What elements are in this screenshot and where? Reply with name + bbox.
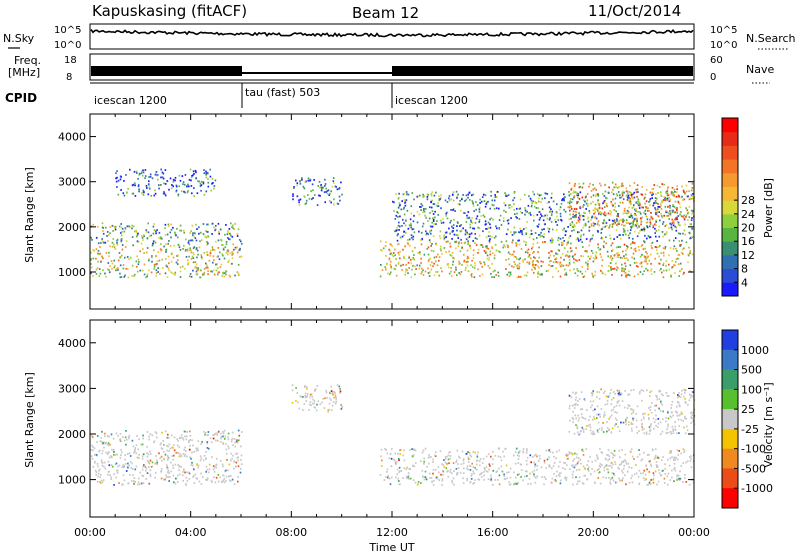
cpid-segment-1: icescan 1200 xyxy=(94,94,167,107)
freq-tick-top: 18 xyxy=(64,55,77,66)
colorbar-tick-label: 12 xyxy=(741,249,755,262)
colorbar-tick-label: 20 xyxy=(741,222,755,235)
x-tick-label: 04:00 xyxy=(175,526,207,539)
power-y-label: Slant Range [km] xyxy=(23,167,36,263)
date-title: 11/Oct/2014 xyxy=(588,2,681,20)
time-x-axis: 00:00 04:00 08:00 12:00 16:00 20:00 00:00 xyxy=(74,526,710,539)
cpid-panel: CPID icescan 1200 tau (fast) 503 icescan… xyxy=(5,82,694,108)
freq-tick-bottom: 8 xyxy=(66,72,72,83)
noise-panel: N.Sky 10^5 10^0 10^5 10^0 N.Search xyxy=(3,23,796,51)
velocity-colorbar-label: Velocity [m s⁻¹] xyxy=(762,382,775,467)
power-echo-field xyxy=(90,168,695,279)
colorbar-tick-label: -100 xyxy=(741,443,766,456)
nave-tick-top: 60 xyxy=(710,55,723,66)
velocity-panel: 1000 2000 3000 4000 Slant Range [km] 1000 50… xyxy=(23,319,775,554)
colorbar-tick-label: 8 xyxy=(741,263,748,276)
station-title: Kapuskasing (fitACF) xyxy=(92,2,247,20)
y-tick-label: 3000 xyxy=(58,382,86,395)
cpid-segment-3: icescan 1200 xyxy=(395,94,468,107)
velocity-y-label: Slant Range [km] xyxy=(23,372,36,468)
y-tick-label: 3000 xyxy=(58,176,86,189)
colorbar-tick-label: 4 xyxy=(741,276,748,289)
colorbar-tick-label: 24 xyxy=(741,208,755,221)
noise-left-tick-bottom: 10^0 xyxy=(54,40,81,51)
x-tick-label: 00:00 xyxy=(74,526,106,539)
power-y-axis: 1000 2000 3000 4000 xyxy=(58,114,695,309)
y-tick-label: 4000 xyxy=(58,337,86,350)
nave-tick-bottom: 0 xyxy=(710,72,716,83)
x-tick-label: 00:00 xyxy=(678,526,710,539)
colorbar-tick-label: 16 xyxy=(741,235,755,248)
noise-trace xyxy=(90,28,694,38)
y-tick-label: 4000 xyxy=(58,131,86,144)
x-tick-label: 08:00 xyxy=(275,526,307,539)
x-tick-label: 12:00 xyxy=(376,526,408,539)
y-tick-label: 1000 xyxy=(58,266,86,279)
x-tick-label: 16:00 xyxy=(477,526,509,539)
y-tick-label: 2000 xyxy=(58,428,86,441)
time-x-label: Time UT xyxy=(368,541,414,554)
cpid-segment-2: tau (fast) 503 xyxy=(245,86,320,99)
colorbar-tick-label: 500 xyxy=(741,364,762,377)
y-tick-label: 1000 xyxy=(58,474,86,487)
y-tick-label: 2000 xyxy=(58,221,86,234)
freq-band-2 xyxy=(242,72,392,74)
power-panel: 1000 2000 3000 4000 Slant Range [km] 481216… xyxy=(23,113,775,310)
velocity-colorbar: 1000 500 100 25 -25 -100 -500 -1000 xyxy=(721,329,773,509)
freq-band-3 xyxy=(392,66,693,76)
cpid-label: CPID xyxy=(5,91,37,105)
colorbar-tick-label: 100 xyxy=(741,383,762,396)
beam-title: Beam 12 xyxy=(352,4,419,22)
frequency-panel: Freq. [MHz] 18 8 60 0 Nave xyxy=(8,53,774,84)
velocity-echo-field xyxy=(90,384,696,486)
colorbar-tick-label: -25 xyxy=(741,423,759,436)
colorbar-tick-label: 25 xyxy=(741,403,755,416)
nave-label: Nave xyxy=(746,63,774,76)
noise-left-tick-top: 10^5 xyxy=(54,25,81,36)
freq-label-2: [MHz] xyxy=(8,66,40,79)
noise-right-label: N.Search xyxy=(746,32,796,45)
colorbar-tick-label: 28 xyxy=(741,194,755,207)
freq-band-1 xyxy=(91,66,242,76)
noise-right-tick-bottom: 10^0 xyxy=(710,40,737,51)
colorbar-tick-label: -1000 xyxy=(741,482,773,495)
colorbar-tick-label: 1000 xyxy=(741,344,769,357)
x-tick-label: 20:00 xyxy=(577,526,609,539)
velocity-y-axis: 1000 2000 3000 4000 xyxy=(58,320,695,517)
noise-right-tick-top: 10^5 xyxy=(710,25,737,36)
noise-left-label: N.Sky xyxy=(3,32,35,45)
power-colorbar-label: Power [dB] xyxy=(762,178,775,238)
colorbar-tick-label: -500 xyxy=(741,462,766,475)
freq-label-1: Freq. xyxy=(14,54,41,67)
